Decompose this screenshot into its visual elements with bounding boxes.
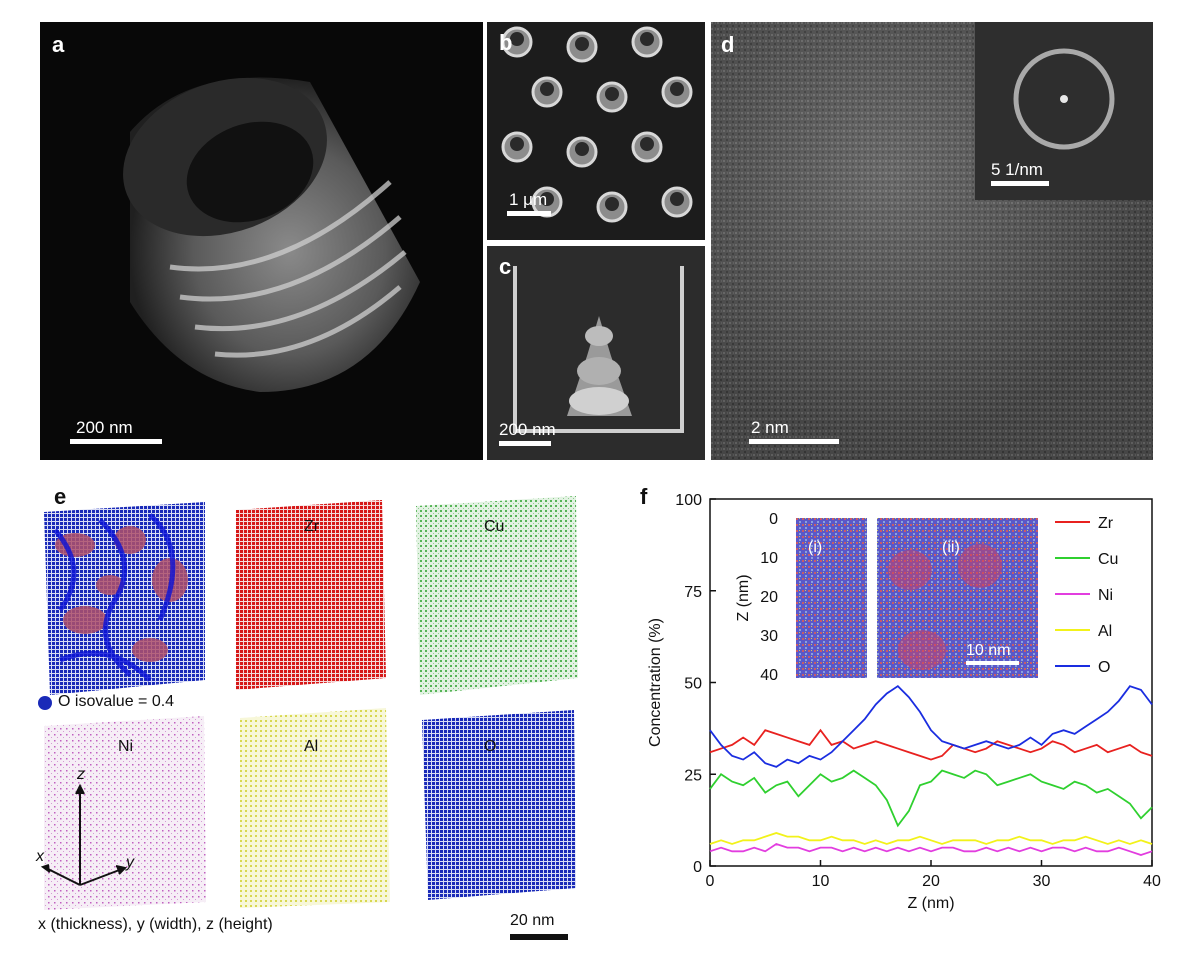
axes-caption: x (thickness), y (width), z (height) [38,916,273,933]
panel-b: b 1 μm [487,22,705,240]
apt-cubes [38,496,578,940]
scale-bar-a [70,439,162,444]
chart-inset [796,518,1038,678]
scale-label-d: 2 nm [751,418,789,437]
legend-label-o: O [1098,659,1110,676]
scale-label-a: 200 nm [76,418,133,437]
panel-label-a: a [52,32,65,57]
y-axis-label: Concentration (%) [647,618,664,747]
scale-label-e: 20 nm [510,912,555,929]
inset-y-tick-label: 10 [760,550,778,567]
inset-y-tick-label: 0 [769,511,778,528]
panel-label-f: f [640,484,648,509]
panel-label-e: e [54,484,67,509]
legend-label-ni: Ni [1098,587,1113,604]
panel-d: 5 1/nm d 2 nm [711,22,1153,460]
scale-bar-d [749,439,839,444]
scale-bar-c [499,441,551,446]
panel-a: a 200 nm [40,22,483,460]
panel-e: e [0,470,640,973]
fft-inset: 5 1/nm [975,22,1153,200]
inset-scale-label: 10 nm [966,642,1010,659]
cube-cu [416,496,578,695]
inset-label-ii: (ii) [942,539,960,556]
combined-cube [44,502,205,695]
inset-scale-label-d: 5 1/nm [991,160,1043,179]
scale-label-c: 200 nm [499,420,556,439]
pillar-array-micrograph [501,26,693,223]
axis-label-x: x [36,848,44,865]
x-tick-label: 40 [1143,873,1161,890]
inset-y-tick-label: 40 [760,667,778,684]
scale-label-b: 1 μm [509,190,548,209]
x-tick-label: 20 [922,873,940,890]
inset-y-axis-label: Z (nm) [735,574,752,621]
x-tick-label: 30 [1033,873,1051,890]
x-tick-label: 0 [706,873,715,890]
inset-scale-bar [966,661,1019,665]
fft-ring [1013,48,1115,150]
cube-ni [44,716,206,910]
legend-label-al: Al [1098,623,1112,640]
series-line-ni [709,842,1153,856]
x-tick-label: 10 [812,873,830,890]
cube-label-al: Al [304,738,319,755]
cube-zr [236,500,386,690]
x-axis-label: Z (nm) [907,895,954,912]
cube-label-cu: Cu [484,518,505,535]
legend-label-cu: Cu [1098,551,1118,568]
panel-label-c: c [499,254,512,279]
coordinate-axes [40,783,127,886]
cross-section-micrograph [487,246,705,460]
y-tick-label: 100 [675,492,702,509]
legend-label-zr: Zr [1098,515,1114,532]
panel-label-d: d [721,32,735,57]
y-tick-label: 25 [684,767,702,784]
scale-bar-e [510,934,568,940]
series-line-zr [709,728,1153,761]
cube-o [422,710,576,900]
inset-y-tick-label: 20 [760,589,778,606]
cube-label-o: O [484,738,497,755]
panel-c: c 200 nm [487,246,705,460]
inset-label-i: (i) [808,539,822,556]
o-isovalue-dot [38,696,52,710]
axis-label-y: y [126,854,134,871]
inset-map-i [796,518,867,678]
axis-label-z: z [77,766,85,783]
panel-f: f 0 10 20 30 40 0 25 50 75 100 Z (nm) [640,470,1191,973]
scale-bar-b [507,211,551,216]
o-isovalue-label: O isovalue = 0.4 [58,693,175,710]
series-line-o [709,685,1153,768]
panel-label-b: b [499,30,513,55]
cube-al [240,708,390,908]
series-line-al [709,832,1153,845]
inset-scale-bar-d [991,181,1049,186]
y-tick-label: 0 [693,859,702,876]
inset-y-tick-label: 30 [760,628,778,645]
cube-label-zr: Zr [304,518,320,535]
cube-label-ni: Ni [118,738,134,755]
y-tick-label: 50 [684,676,702,693]
tube-micrograph [123,77,420,393]
series-line-cu [709,769,1153,828]
y-tick-label: 75 [684,584,702,601]
